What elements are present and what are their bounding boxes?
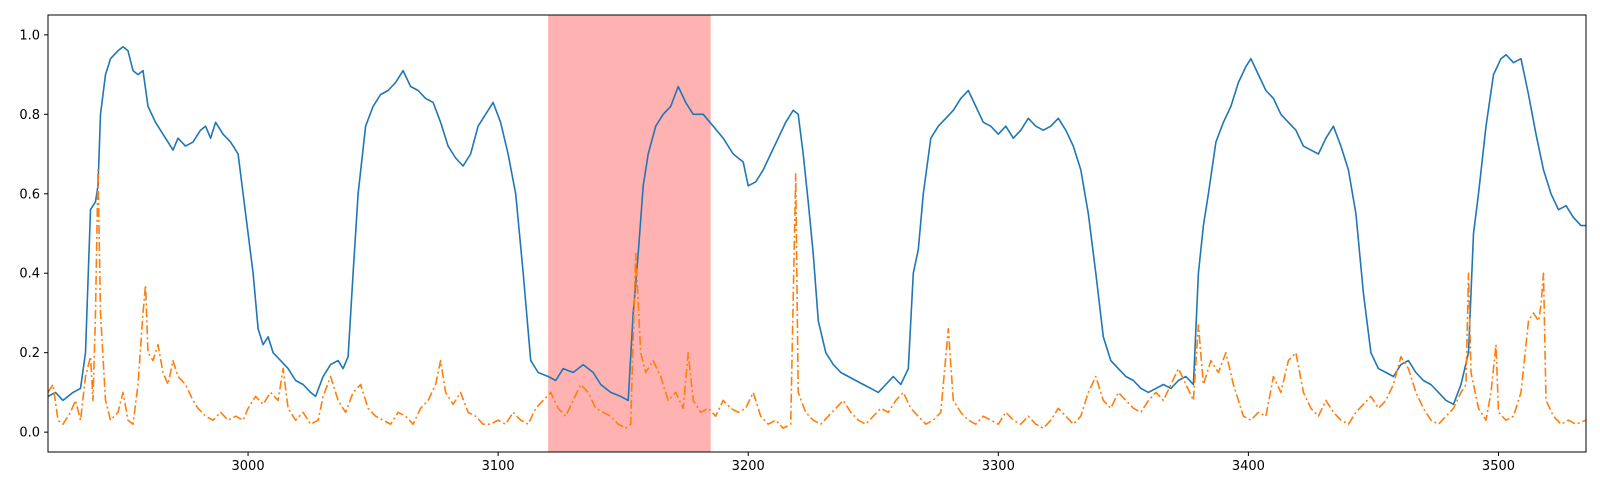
series-line-1	[48, 45, 1586, 406]
series-layer	[48, 45, 1586, 430]
x-tick-label: 3400	[1232, 459, 1265, 474]
plot-area	[47, 14, 1587, 453]
x-tick-label: 3300	[982, 459, 1015, 474]
y-tick-label: 0.8	[19, 108, 40, 123]
y-tick-label: 0.2	[19, 346, 40, 361]
x-axis: 3000 3100 3200 3300 3400 3500	[232, 452, 1515, 474]
plot-frame	[47, 14, 1587, 453]
x-tick-label: 3200	[732, 459, 765, 474]
x-tick-label: 3100	[482, 459, 515, 474]
series-line-2	[48, 169, 1586, 430]
y-tick-label: 0.6	[19, 187, 40, 202]
y-tick-label: 0.0	[19, 426, 40, 441]
y-tick-label: 0.4	[19, 267, 40, 282]
y-tick-label: 1.0	[19, 28, 40, 43]
x-tick-label: 3000	[232, 459, 265, 474]
x-tick-label: 3500	[1482, 459, 1515, 474]
y-axis: 0.0 0.2 0.4 0.6 0.8 1.0	[19, 28, 48, 441]
